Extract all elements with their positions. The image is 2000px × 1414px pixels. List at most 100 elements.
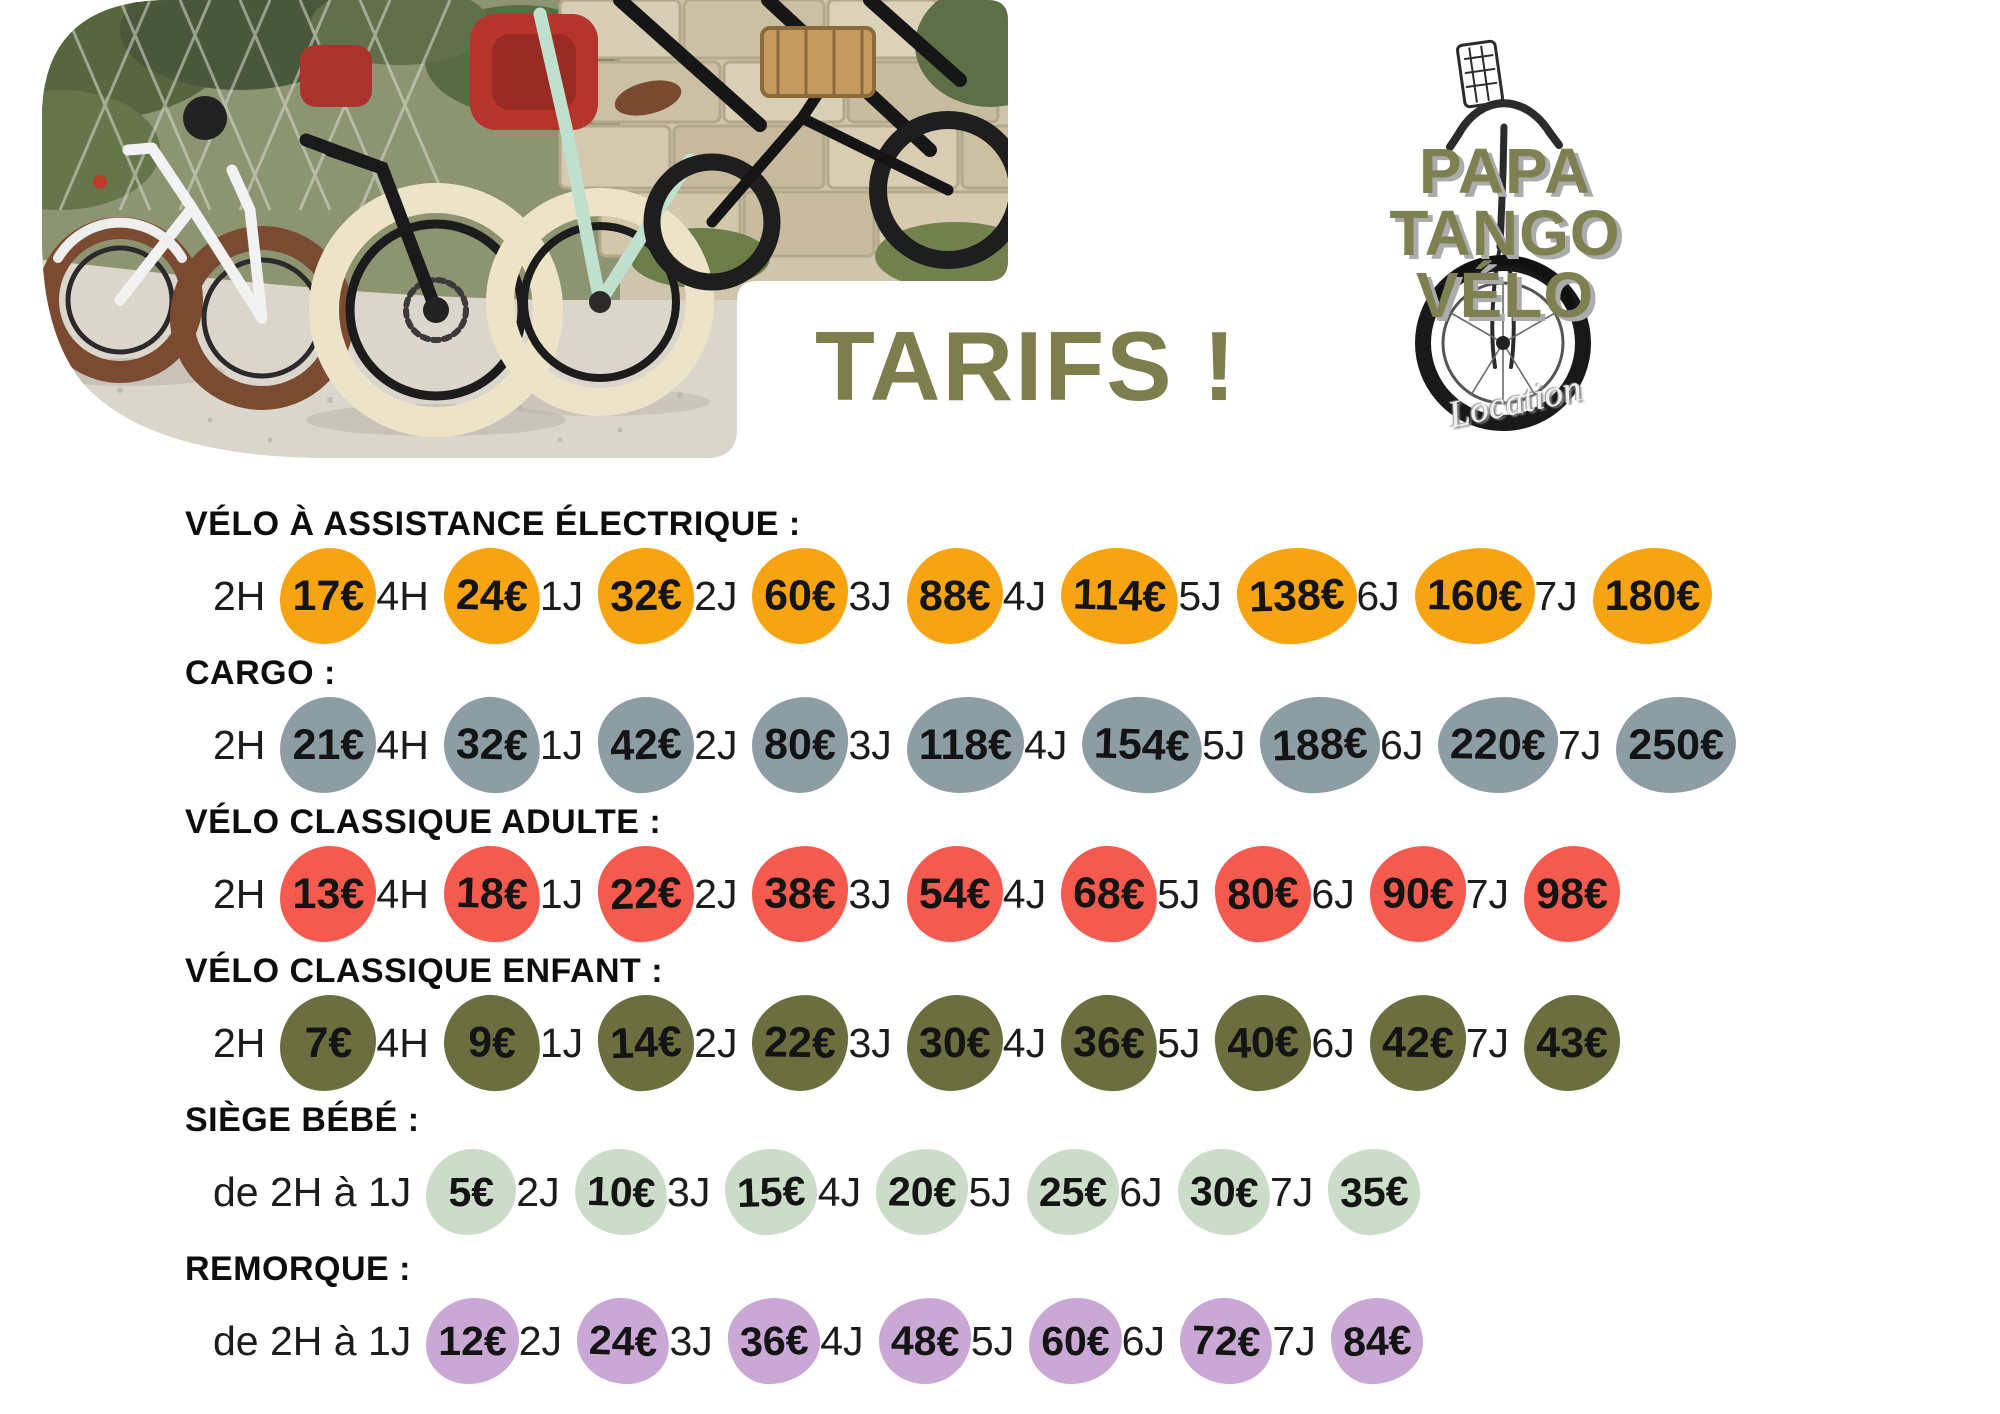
price-blob: 18€ [442,844,542,944]
price-pair: 2J 60€ [694,547,850,645]
brand-logo: PAPA TANGO VÉLO Location [1385,35,1625,455]
price-blob: 13€ [280,846,377,942]
price-blob: 220€ [1437,695,1559,795]
price-row: de 2H à 1J 12€ 2J 24€ 3J 36€ 4J 48€ 5J 60€ 6J 72€ 7J… [185,1291,1425,1391]
price-blob: 180€ [1592,548,1713,644]
price-blob: 32€ [442,695,542,795]
price-blob: 7€ [280,995,377,1091]
price-pair: 7J 98€ [1465,846,1621,942]
price-blob: 38€ [751,845,850,943]
price-pair: 6J 42€ [1311,994,1467,1092]
duration-label: 2H [213,721,266,768]
price-pair: 4J 68€ [1003,844,1159,944]
duration-label: 2J [694,870,738,917]
duration-label: 3J [848,572,892,619]
price-blob: 10€ [573,1147,669,1237]
duration-label: 6J [1356,572,1400,619]
price-blob: 22€ [751,994,850,1092]
duration-label: 2H [213,870,266,917]
price-pair: 2H 13€ [213,846,377,942]
duration-label: 4H [376,870,429,917]
duration-label: de 2H à 1J [213,1317,412,1364]
duration-label: 5J [1157,1019,1201,1066]
price-pair: 1J 32€ [540,546,696,646]
section-heading: CARGO : [185,653,336,692]
price-pair: 4H 32€ [376,695,542,795]
section-heading: SIÈGE BÉBÉ : [185,1100,420,1139]
duration-label: 2J [694,572,738,619]
price-blob: 188€ [1258,694,1382,796]
price-pair: 1J 22€ [539,844,696,944]
section-heading: REMORQUE : [185,1249,411,1288]
price-blob: 154€ [1080,694,1204,796]
price-pair: 3J 118€ [848,697,1025,793]
pricing-section: REMORQUE : de 2H à 1J 12€ 2J 24€ 3J 36€ 4J 48€ 5J… [185,1247,1685,1396]
price-pair: 4J 20€ [817,1148,970,1236]
price-blob: 9€ [442,993,542,1093]
price-blob: 36€ [1059,993,1159,1093]
duration-label: 4J [817,1168,862,1215]
duration-label: 7J [1272,1317,1316,1364]
price-blob: 114€ [1059,545,1181,647]
price-pair: 4J 48€ [820,1297,972,1385]
section-heading: VÉLO CLASSIQUE ADULTE : [185,802,662,841]
price-blob: 24€ [575,1296,671,1386]
price-pair: 3J 30€ [848,995,1003,1091]
price-pair: 2H 7€ [213,995,377,1091]
logo-bike-icon [1415,39,1591,431]
pricing-section: VÉLO À ASSISTANCE ÉLECTRIQUE : 2H 17€ 4H 24€… [185,502,1713,651]
price-blob: 17€ [280,548,377,644]
duration-label: 5J [1157,870,1201,917]
duration-label: 6J [1311,870,1355,917]
price-pair: 2J 24€ [519,1296,671,1386]
price-pair: 5J 40€ [1157,993,1314,1093]
price-pair: 5J 60€ [971,1298,1122,1384]
duration-label: 1J [539,721,584,768]
price-pair: 3J 15€ [667,1147,820,1237]
price-pair: 2H 17€ [213,548,377,644]
price-blob: 84€ [1329,1296,1425,1386]
duration-label: 7J [1465,1019,1510,1066]
duration-label: 3J [667,1168,711,1215]
price-pair: 4J 154€ [1024,694,1204,796]
price-blob: 14€ [596,993,696,1093]
duration-label: 7J [1465,870,1510,917]
price-row: 2H 13€ 4H 18€ 1J 22€ 2J 38€ 3J 54€ 4J 68€ 5J 80€ 6J 90€… [185,844,1621,944]
logo-word-tango: TANGO [1389,197,1621,270]
price-blob: 35€ [1326,1147,1423,1237]
duration-label: 1J [539,870,584,917]
price-pair: 6J 72€ [1122,1296,1274,1386]
section-heading: VÉLO CLASSIQUE ENFANT : [185,951,664,990]
price-pair: 5J 188€ [1202,694,1382,796]
duration-label: 7J [1558,721,1602,768]
duration-label: 5J [968,1168,1012,1215]
price-pair: 2J 10€ [516,1147,669,1237]
duration-label: 3J [848,721,892,768]
price-pair: 4J 114€ [1002,545,1181,647]
duration-label: 4H [376,572,429,619]
price-blob: 36€ [726,1296,822,1386]
duration-label: 4J [1002,1019,1047,1066]
duration-label: 4H [376,721,429,768]
duration-label: 2J [694,1019,738,1066]
price-blob: 42€ [596,695,696,795]
duration-label: 4J [1002,572,1047,619]
price-pair: 7J 180€ [1534,548,1713,644]
price-pair: 2H 21€ [213,697,377,793]
price-blob: 25€ [1026,1149,1120,1235]
price-blob: 250€ [1616,697,1737,793]
duration-label: de 2H à 1J [213,1168,412,1215]
duration-label: 2H [213,1019,266,1066]
price-blob: 30€ [906,995,1003,1091]
duration-label: 4J [1024,721,1068,768]
duration-label: 3J [848,1019,892,1066]
price-blob: 80€ [751,696,850,794]
price-pair: de 2H à 1J 12€ [213,1298,519,1384]
price-pair: 2J 38€ [694,845,850,943]
page-title: TARIFS ! [815,311,1238,421]
price-pair: 6J 30€ [1119,1147,1272,1237]
logo-word-velo: VÉLO [1415,259,1595,332]
price-pair: 7J 35€ [1270,1147,1423,1237]
duration-label: 1J [539,1019,584,1066]
